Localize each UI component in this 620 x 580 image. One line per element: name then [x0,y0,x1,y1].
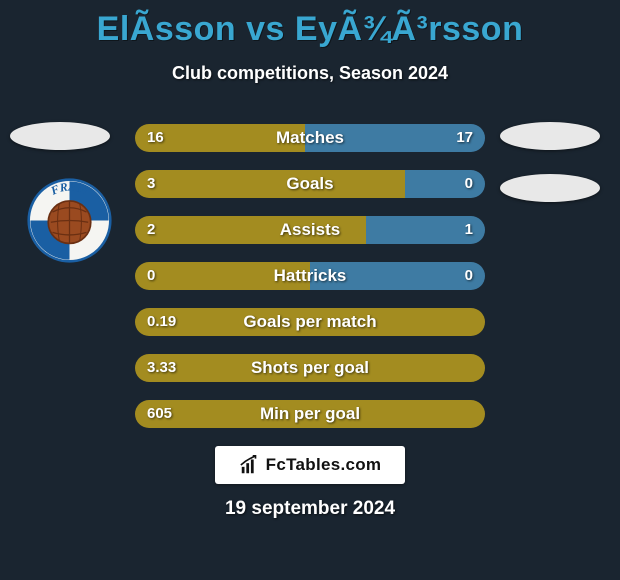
team-right-badge-placeholder [500,174,600,202]
source-logo-text: FcTables.com [266,455,382,475]
stat-bar-track [135,308,485,336]
source-logo: FcTables.com [215,446,405,484]
stat-row: Shots per goal3.33 [135,354,485,382]
stat-bar-left-segment [135,262,310,290]
stat-bar-track [135,354,485,382]
chart-icon [239,454,261,476]
stat-row: Min per goal605 [135,400,485,428]
stat-bar-right-segment [366,216,485,244]
stat-bar-right-segment [305,124,485,152]
stat-bar-left-segment [135,124,305,152]
comparison-title: ElÃ­sson vs EyÃ¾Ã³rsson [0,0,620,49]
player-left-photo-placeholder [10,122,110,150]
player-right-photo-placeholder [500,122,600,150]
stat-row: Goals per match0.19 [135,308,485,336]
stat-row: Matches1617 [135,124,485,152]
stat-bars: Matches1617 Goals30 Assists21 Hattricks00 Go… [135,124,485,446]
stat-bar-track [135,400,485,428]
stat-row: Hattricks00 [135,262,485,290]
stat-bar-left-segment [135,216,366,244]
stat-row: Goals30 [135,170,485,198]
snapshot-date: 19 september 2024 [0,498,620,520]
team-left-badge: FRAM [27,178,112,263]
stat-bar-right-segment [310,262,485,290]
stat-bar-track [135,216,485,244]
stat-bar-left-segment [135,308,485,336]
stat-bar-right-segment [405,170,486,198]
stat-bar-left-segment [135,354,485,382]
stat-bar-left-segment [135,400,485,428]
stat-bar-track [135,262,485,290]
comparison-subtitle: Club competitions, Season 2024 [0,63,620,84]
stat-bar-track [135,124,485,152]
stat-bar-left-segment [135,170,405,198]
stat-bar-track [135,170,485,198]
stat-row: Assists21 [135,216,485,244]
